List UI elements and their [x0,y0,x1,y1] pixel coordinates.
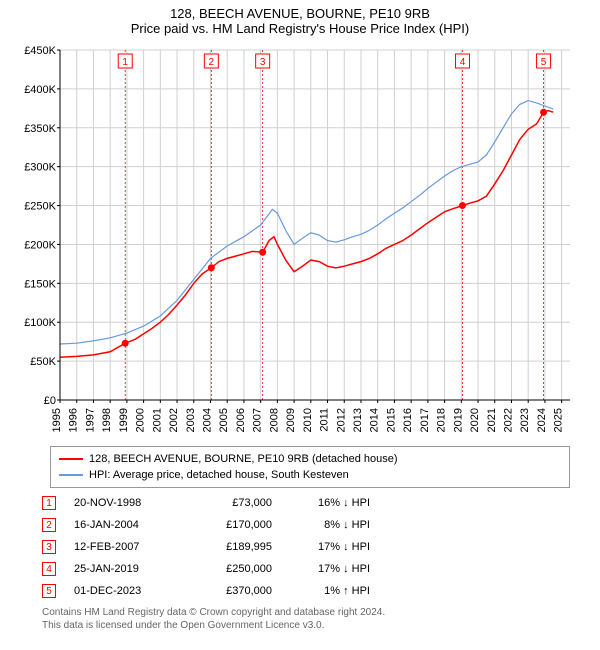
svg-text:2018: 2018 [436,408,448,432]
sale-marker: 3 [42,540,56,554]
chart-subtitle: Price paid vs. HM Land Registry's House … [0,21,600,40]
legend-swatch-hpi [59,474,83,476]
svg-text:2016: 2016 [402,408,414,432]
footer-attribution: Contains HM Land Registry data © Crown c… [42,606,570,632]
sale-date: 01-DEC-2023 [74,585,174,597]
svg-text:£200K: £200K [24,239,56,251]
svg-text:2013: 2013 [352,408,364,432]
svg-text:2: 2 [209,57,215,68]
svg-text:2023: 2023 [519,408,531,432]
sale-delta: 8% ↓ HPI [290,519,370,531]
legend-label-property: 128, BEECH AVENUE, BOURNE, PE10 9RB (det… [89,453,398,465]
sale-marker: 5 [42,584,56,598]
svg-text:2008: 2008 [268,408,280,432]
chart-area: 1 2 3 4 5 £0 £50K £100K £150K £200K £250K £300K £350… [10,40,590,440]
svg-text:2003: 2003 [185,408,197,432]
sale-date: 25-JAN-2019 [74,563,174,575]
price-chart: 1 2 3 4 5 £0 £50K £100K £150K £200K £250K £300K £350… [10,40,590,440]
footer-line2: This data is licensed under the Open Gov… [42,619,570,632]
svg-text:4: 4 [460,57,466,68]
svg-text:2017: 2017 [419,408,431,432]
legend: 128, BEECH AVENUE, BOURNE, PE10 9RB (det… [50,446,570,488]
svg-text:2019: 2019 [452,408,464,432]
svg-text:£150K: £150K [24,278,56,290]
legend-label-hpi: HPI: Average price, detached house, Sout… [89,469,349,481]
sale-marker: 4 [42,562,56,576]
svg-text:2024: 2024 [536,408,548,432]
svg-text:1999: 1999 [118,408,130,432]
sales-row: 5 01-DEC-2023 £370,000 1% ↑ HPI [42,580,570,602]
svg-text:2014: 2014 [369,408,381,432]
svg-text:1995: 1995 [51,408,63,432]
sales-row: 3 12-FEB-2007 £189,995 17% ↓ HPI [42,536,570,558]
sales-row: 4 25-JAN-2019 £250,000 17% ↓ HPI [42,558,570,580]
footer-line1: Contains HM Land Registry data © Crown c… [42,606,570,619]
svg-text:2020: 2020 [469,408,481,432]
svg-text:2006: 2006 [235,408,247,432]
sales-table: 1 20-NOV-1998 £73,000 16% ↓ HPI 2 16-JAN-2004… [42,492,570,602]
sale-delta: 17% ↓ HPI [290,541,370,553]
legend-item-hpi: HPI: Average price, detached house, Sout… [59,467,561,483]
legend-swatch-property [59,458,83,460]
svg-text:1: 1 [122,57,128,68]
svg-text:2015: 2015 [385,408,397,432]
svg-text:£450K: £450K [24,45,56,57]
sale-date: 20-NOV-1998 [74,497,174,509]
sale-date: 12-FEB-2007 [74,541,174,553]
svg-text:3: 3 [260,57,266,68]
svg-text:2025: 2025 [553,408,565,432]
svg-text:2021: 2021 [486,408,498,432]
svg-text:£400K: £400K [24,84,56,96]
svg-text:2022: 2022 [502,408,514,432]
sale-price: £170,000 [192,519,272,531]
svg-text:£0: £0 [44,395,56,407]
sale-price: £370,000 [192,585,272,597]
svg-text:£100K: £100K [24,317,56,329]
sale-delta: 1% ↑ HPI [290,585,370,597]
svg-text:2012: 2012 [335,408,347,432]
svg-text:2000: 2000 [135,408,147,432]
sales-row: 2 16-JAN-2004 £170,000 8% ↓ HPI [42,514,570,536]
svg-text:2001: 2001 [151,408,163,432]
svg-text:£50K: £50K [30,356,56,368]
svg-text:2004: 2004 [201,408,213,432]
svg-text:2005: 2005 [218,408,230,432]
chart-title: 128, BEECH AVENUE, BOURNE, PE10 9RB [0,0,600,21]
svg-text:£250K: £250K [24,201,56,213]
svg-text:2007: 2007 [252,408,264,432]
sale-price: £189,995 [192,541,272,553]
svg-text:2002: 2002 [168,408,180,432]
sale-delta: 16% ↓ HPI [290,497,370,509]
sale-price: £73,000 [192,497,272,509]
svg-text:2010: 2010 [302,408,314,432]
svg-text:1998: 1998 [101,408,113,432]
sale-marker: 1 [42,496,56,510]
sales-row: 1 20-NOV-1998 £73,000 16% ↓ HPI [42,492,570,514]
svg-text:1997: 1997 [84,408,96,432]
svg-text:£300K: £300K [24,162,56,174]
legend-item-property: 128, BEECH AVENUE, BOURNE, PE10 9RB (det… [59,451,561,467]
svg-text:£350K: £350K [24,123,56,135]
svg-text:1996: 1996 [68,408,80,432]
sale-price: £250,000 [192,563,272,575]
svg-text:2009: 2009 [285,408,297,432]
sale-marker: 2 [42,518,56,532]
sale-date: 16-JAN-2004 [74,519,174,531]
sale-delta: 17% ↓ HPI [290,563,370,575]
svg-text:2011: 2011 [319,408,331,432]
svg-text:5: 5 [541,57,547,68]
